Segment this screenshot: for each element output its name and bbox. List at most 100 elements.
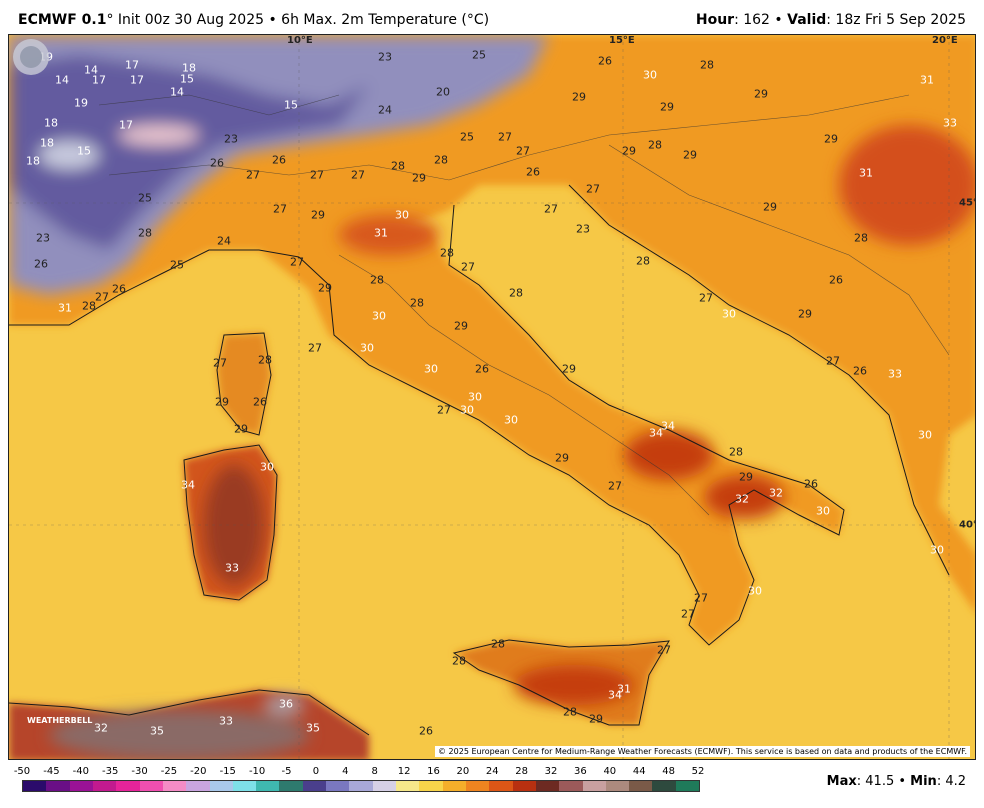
legend-color-swatch bbox=[23, 781, 47, 791]
africa-coastline bbox=[9, 689, 370, 736]
legend-tick-label: 8 bbox=[371, 766, 378, 777]
temperature-label: 31 bbox=[58, 301, 72, 315]
country-border-alps bbox=[108, 94, 910, 181]
legend-color-swatch bbox=[372, 781, 396, 791]
legend-color-swatch bbox=[186, 781, 210, 791]
legend-tick-label: 52 bbox=[691, 766, 705, 777]
temperature-label: 27 bbox=[308, 341, 322, 355]
temperature-label: 27 bbox=[608, 479, 622, 493]
temperature-label: 23 bbox=[378, 50, 392, 64]
legend-tick-label: -15 bbox=[219, 766, 236, 777]
temperature-label: 27 bbox=[544, 202, 558, 216]
temperature-label: 29 bbox=[589, 712, 603, 726]
temperature-label: 26 bbox=[475, 362, 489, 376]
temperature-label: 35 bbox=[306, 721, 320, 735]
temperature-label: 27 bbox=[437, 403, 451, 417]
temperature-label: 28 bbox=[729, 445, 743, 459]
legend-color-swatch bbox=[162, 781, 187, 791]
legend-tick-label: 4 bbox=[342, 766, 349, 777]
temperature-label: 28 bbox=[434, 153, 448, 167]
temperature-label: 29 bbox=[660, 100, 674, 114]
temperature-label: 29 bbox=[412, 171, 426, 185]
sardinia-coastline bbox=[183, 444, 278, 601]
legend-tick-label: -45 bbox=[43, 766, 60, 777]
legend-tick-label: 40 bbox=[603, 766, 617, 777]
hotspot-basilicata bbox=[704, 475, 784, 519]
hotspot-puglia bbox=[624, 430, 714, 480]
country-border-balkans bbox=[608, 144, 950, 356]
legend-color-swatch bbox=[209, 781, 233, 791]
legend-color-swatch bbox=[675, 781, 700, 791]
max-value: : 41.5 • bbox=[856, 774, 911, 789]
temperature-label: 28 bbox=[648, 138, 662, 152]
temperature-label: 26 bbox=[419, 724, 433, 738]
legend-color-swatch bbox=[465, 781, 490, 791]
temperature-label: 14 bbox=[84, 63, 98, 77]
temperature-label: 33 bbox=[888, 367, 902, 381]
legend-tick-label: 24 bbox=[485, 766, 499, 777]
temperature-label: 26 bbox=[112, 282, 126, 296]
valid-time: Hour: 162 • Valid: 18z Fri 5 Sep 2025 bbox=[696, 12, 966, 28]
temperature-label: 15 bbox=[77, 144, 91, 158]
temperature-label: 29 bbox=[572, 90, 586, 104]
temperature-label: 40°N bbox=[959, 519, 975, 531]
legend-tick-label: -5 bbox=[281, 766, 292, 777]
legend-tick-label: 16 bbox=[427, 766, 440, 777]
temperature-label: 17 bbox=[119, 118, 133, 132]
temperature-label: 26 bbox=[804, 477, 818, 491]
legend-color-swatch bbox=[256, 781, 280, 791]
legend-color-swatch bbox=[419, 781, 443, 791]
temperature-label: 27 bbox=[213, 356, 227, 370]
italy-land bbox=[259, 230, 844, 645]
alps-west-peak bbox=[39, 141, 99, 169]
temperature-label: 34 bbox=[661, 419, 675, 433]
legend-color-swatch bbox=[92, 781, 117, 791]
legend-tick-label: -20 bbox=[190, 766, 207, 777]
temperature-label: 15 bbox=[180, 72, 194, 86]
temperature-label: 30 bbox=[395, 208, 409, 222]
france-coastline bbox=[9, 249, 300, 326]
temperature-label: 18 bbox=[26, 154, 40, 168]
hotspot-po-valley bbox=[339, 215, 439, 255]
temperature-label: 27 bbox=[310, 168, 324, 182]
corsica-coastline bbox=[216, 332, 272, 436]
temperature-label: 25 bbox=[472, 48, 486, 62]
legend-tick-label: -40 bbox=[72, 766, 89, 777]
temperature-label: 17 bbox=[125, 58, 139, 72]
valid-label: Valid bbox=[787, 12, 827, 28]
temperature-label: 27 bbox=[699, 291, 713, 305]
temperature-label: 32 bbox=[769, 486, 783, 500]
temperature-label: 34 bbox=[181, 478, 195, 492]
temperature-label: 27 bbox=[826, 354, 840, 368]
alps-peak-cold bbox=[119, 125, 199, 145]
temperature-label: 18 bbox=[182, 61, 196, 75]
hotspot-sicily bbox=[514, 665, 634, 705]
legend-tick-label: -30 bbox=[131, 766, 148, 777]
legend-color-swatch bbox=[279, 781, 303, 791]
temperature-label: 29 bbox=[739, 470, 753, 484]
italy-coastline bbox=[298, 204, 845, 646]
min-label: Min bbox=[910, 774, 937, 789]
hotspot-africa bbox=[49, 710, 309, 759]
header-bar: ECMWF 0.1° Init 00z 30 Aug 2025 • 6h Max… bbox=[0, 0, 984, 34]
temperature-label: 27 bbox=[681, 607, 695, 621]
temperature-label: 28 bbox=[138, 226, 152, 240]
temperature-label: 30 bbox=[260, 460, 274, 474]
temperature-label: 28 bbox=[370, 273, 384, 287]
temperature-label: 23 bbox=[576, 222, 590, 236]
map-background bbox=[9, 35, 975, 759]
temperature-label: 26 bbox=[34, 257, 48, 271]
legend-color-swatch bbox=[535, 781, 560, 791]
temperature-label: 27 bbox=[516, 144, 530, 158]
temperature-label: 26 bbox=[853, 364, 867, 378]
temperature-map[interactable]: 10°E 15°E 20°E 1914141717171815141917181… bbox=[8, 34, 976, 760]
temperature-label: 29 bbox=[622, 144, 636, 158]
temperature-label: 25 bbox=[460, 130, 474, 144]
country-border-swiss bbox=[98, 94, 340, 116]
temperature-label: 35 bbox=[150, 724, 164, 738]
hotspot-africa-peak bbox=[264, 695, 304, 715]
legend-tick-label: 20 bbox=[456, 766, 470, 777]
temperature-label: 18 bbox=[44, 116, 58, 130]
temperature-label: 29 bbox=[754, 87, 768, 101]
temperature-label: 31 bbox=[920, 73, 934, 87]
